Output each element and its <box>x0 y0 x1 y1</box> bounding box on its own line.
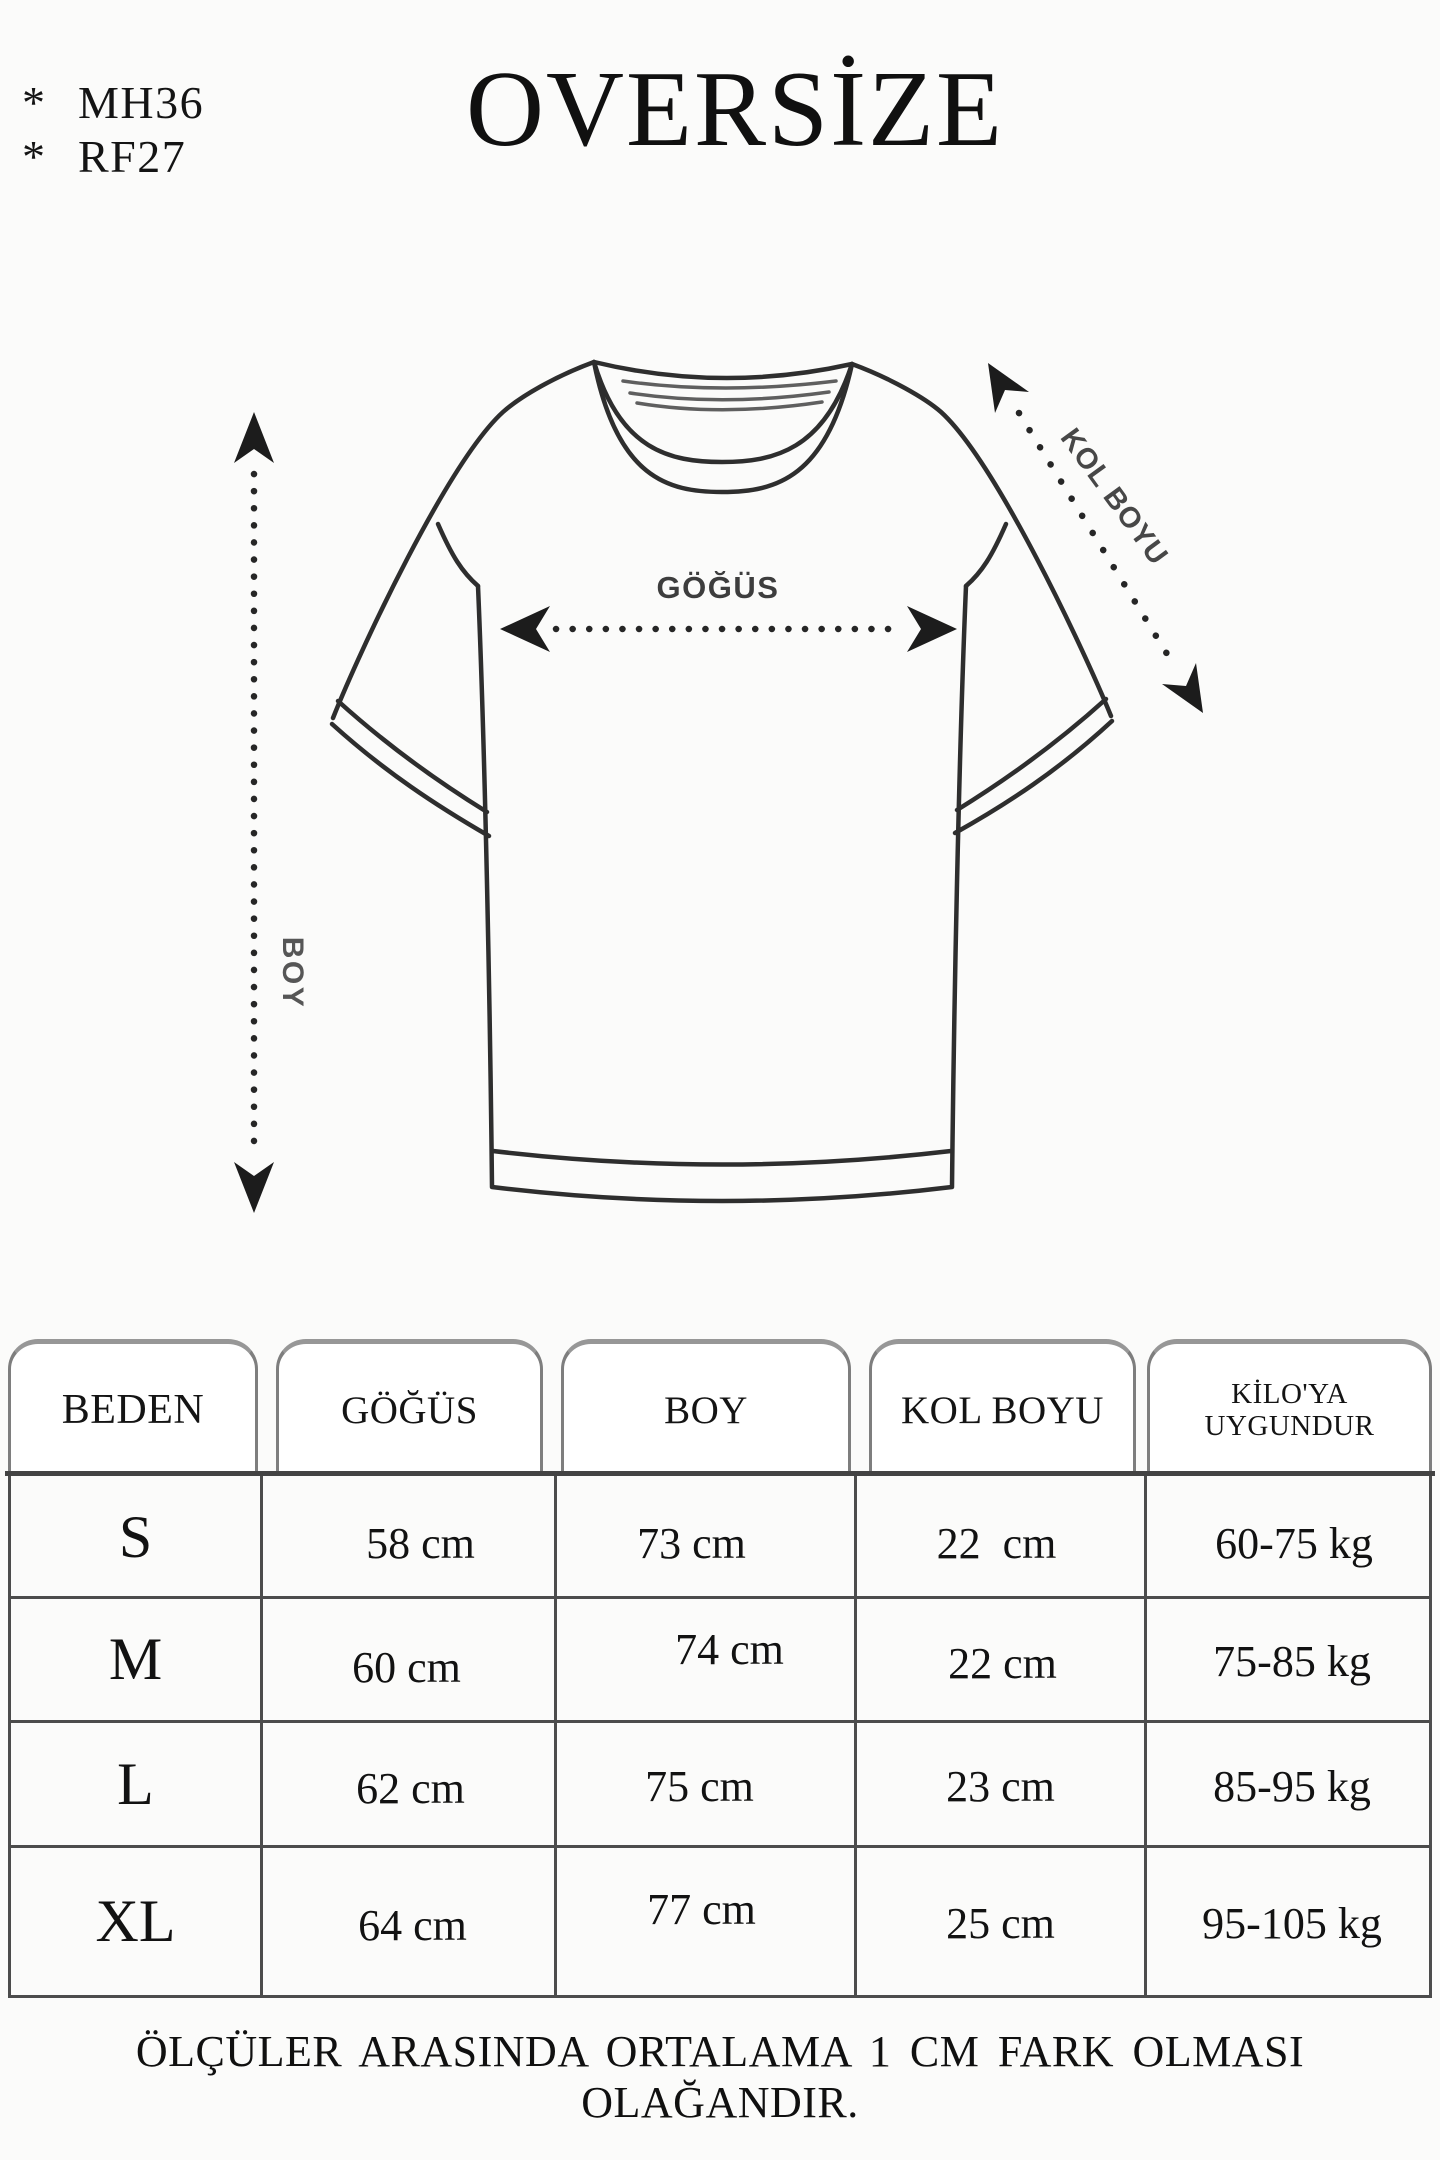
arrowhead-left-icon <box>500 606 550 652</box>
grid-line <box>5 1471 1435 1476</box>
product-code-1: * MH36 <box>22 76 204 130</box>
grid-line <box>260 1476 263 1995</box>
grid-line <box>854 1476 857 1995</box>
arrowhead-upleft-icon <box>988 363 1029 413</box>
arrowhead-downright-icon <box>1162 663 1203 713</box>
sleeve-cell: 23 cm <box>946 1761 1055 1811</box>
grid-line <box>8 1845 1432 1848</box>
grid-line <box>1144 1476 1147 1995</box>
product-code-value: RF27 <box>78 131 187 182</box>
column-header-label: GÖĞÜS <box>341 1388 478 1432</box>
product-code-2: * RF27 <box>22 130 204 184</box>
product-codes: * MH36 * RF27 <box>22 76 204 184</box>
column-header-label: KİLO'YA <box>1231 1378 1348 1410</box>
sleeve-dotted-line <box>1015 409 1176 666</box>
tab-kol-boyu: KOL BOYU <box>869 1339 1136 1476</box>
tshirt-neckline <box>591 359 855 465</box>
tshirt-right-cuff <box>952 718 1115 836</box>
asterisk-mark: * <box>22 77 47 128</box>
length-cell: 74 cm <box>675 1625 784 1674</box>
length-label: BOY <box>276 936 309 1010</box>
column-header-label: KOL BOYU <box>901 1388 1104 1432</box>
grid-line <box>8 1476 11 1998</box>
size-cell: L <box>117 1750 154 1817</box>
grid-line <box>554 1476 557 1995</box>
asterisk-mark: * <box>22 131 47 182</box>
tshirt-right-armhole <box>963 521 1009 589</box>
tshirt-left-cuff <box>329 721 492 839</box>
weight-cell: 75-85 kg <box>1213 1637 1371 1686</box>
page-title: OVERSİZE <box>466 50 1004 169</box>
tshirt-collar-top <box>591 359 855 381</box>
size-cell: M <box>108 1626 163 1692</box>
tab-boy: BOY <box>561 1339 851 1476</box>
grid-line <box>1429 1476 1432 1998</box>
grid-line <box>8 1995 1432 1998</box>
length-cell: 77 cm <box>647 1885 756 1934</box>
tshirt-hem-line <box>490 1148 954 1167</box>
product-code-value: MH36 <box>78 77 205 128</box>
tshirt-outline-drawing <box>329 359 1115 1204</box>
chest-cell: 64 cm <box>358 1901 467 1950</box>
column-header-label: UYGUNDUR <box>1204 1410 1375 1442</box>
column-header-label: BEDEN <box>61 1387 205 1433</box>
collar-stripe <box>628 390 831 402</box>
tshirt-body <box>475 583 969 1204</box>
size-cell: S <box>118 1504 153 1570</box>
weight-cell: 85-95 kg <box>1213 1761 1371 1811</box>
chest-cell: 60 cm <box>352 1643 461 1692</box>
sleeve-cell: 25 cm <box>946 1899 1055 1948</box>
chest-label: GÖĞÜS <box>656 570 780 605</box>
sleeve-measure-arrow <box>988 363 1203 713</box>
arrowhead-right-icon <box>907 606 957 652</box>
arrowhead-up-icon <box>234 412 274 463</box>
collar-stripe <box>621 379 838 390</box>
size-cell: XL <box>95 1888 176 1954</box>
chest-cell: 62 cm <box>356 1763 465 1813</box>
grid-line <box>8 1596 1432 1599</box>
tshirt-left-sleeve <box>330 359 597 721</box>
collar-stripe <box>635 400 824 412</box>
sleeve-cell: 22 cm <box>936 1519 1057 1568</box>
tshirt-right-cuff <box>954 696 1109 813</box>
tshirt-left-armhole <box>435 521 481 589</box>
chest-measure-arrow <box>500 606 957 652</box>
arrowhead-down-icon <box>234 1162 274 1213</box>
chest-cell: 58 cm <box>366 1519 475 1568</box>
tshirt-right-sleeve <box>849 361 1114 719</box>
tab-gogus: GÖĞÜS <box>276 1339 543 1476</box>
collar-stripes <box>621 379 838 412</box>
length-measure-arrow <box>234 412 274 1213</box>
weight-cell: 60-75 kg <box>1215 1519 1373 1568</box>
tab-beden: BEDEN <box>8 1339 258 1476</box>
tshirt-collar-band <box>591 359 855 495</box>
tshirt-left-cuff <box>335 698 490 815</box>
grid-line <box>8 1720 1432 1723</box>
sleeve-cell: 22 cm <box>948 1639 1057 1688</box>
length-cell: 73 cm <box>637 1519 746 1568</box>
weight-cell: 95-105 kg <box>1202 1899 1382 1948</box>
column-header-label: BOY <box>664 1388 748 1432</box>
measurement-disclaimer: ÖLÇÜLER ARASINDA ORTALAMA 1 CM FARK OLMA… <box>135 2027 1305 2127</box>
tab-kiloya-uygundur: KİLO'YA UYGUNDUR <box>1147 1339 1432 1476</box>
length-cell: 75 cm <box>645 1761 754 1811</box>
